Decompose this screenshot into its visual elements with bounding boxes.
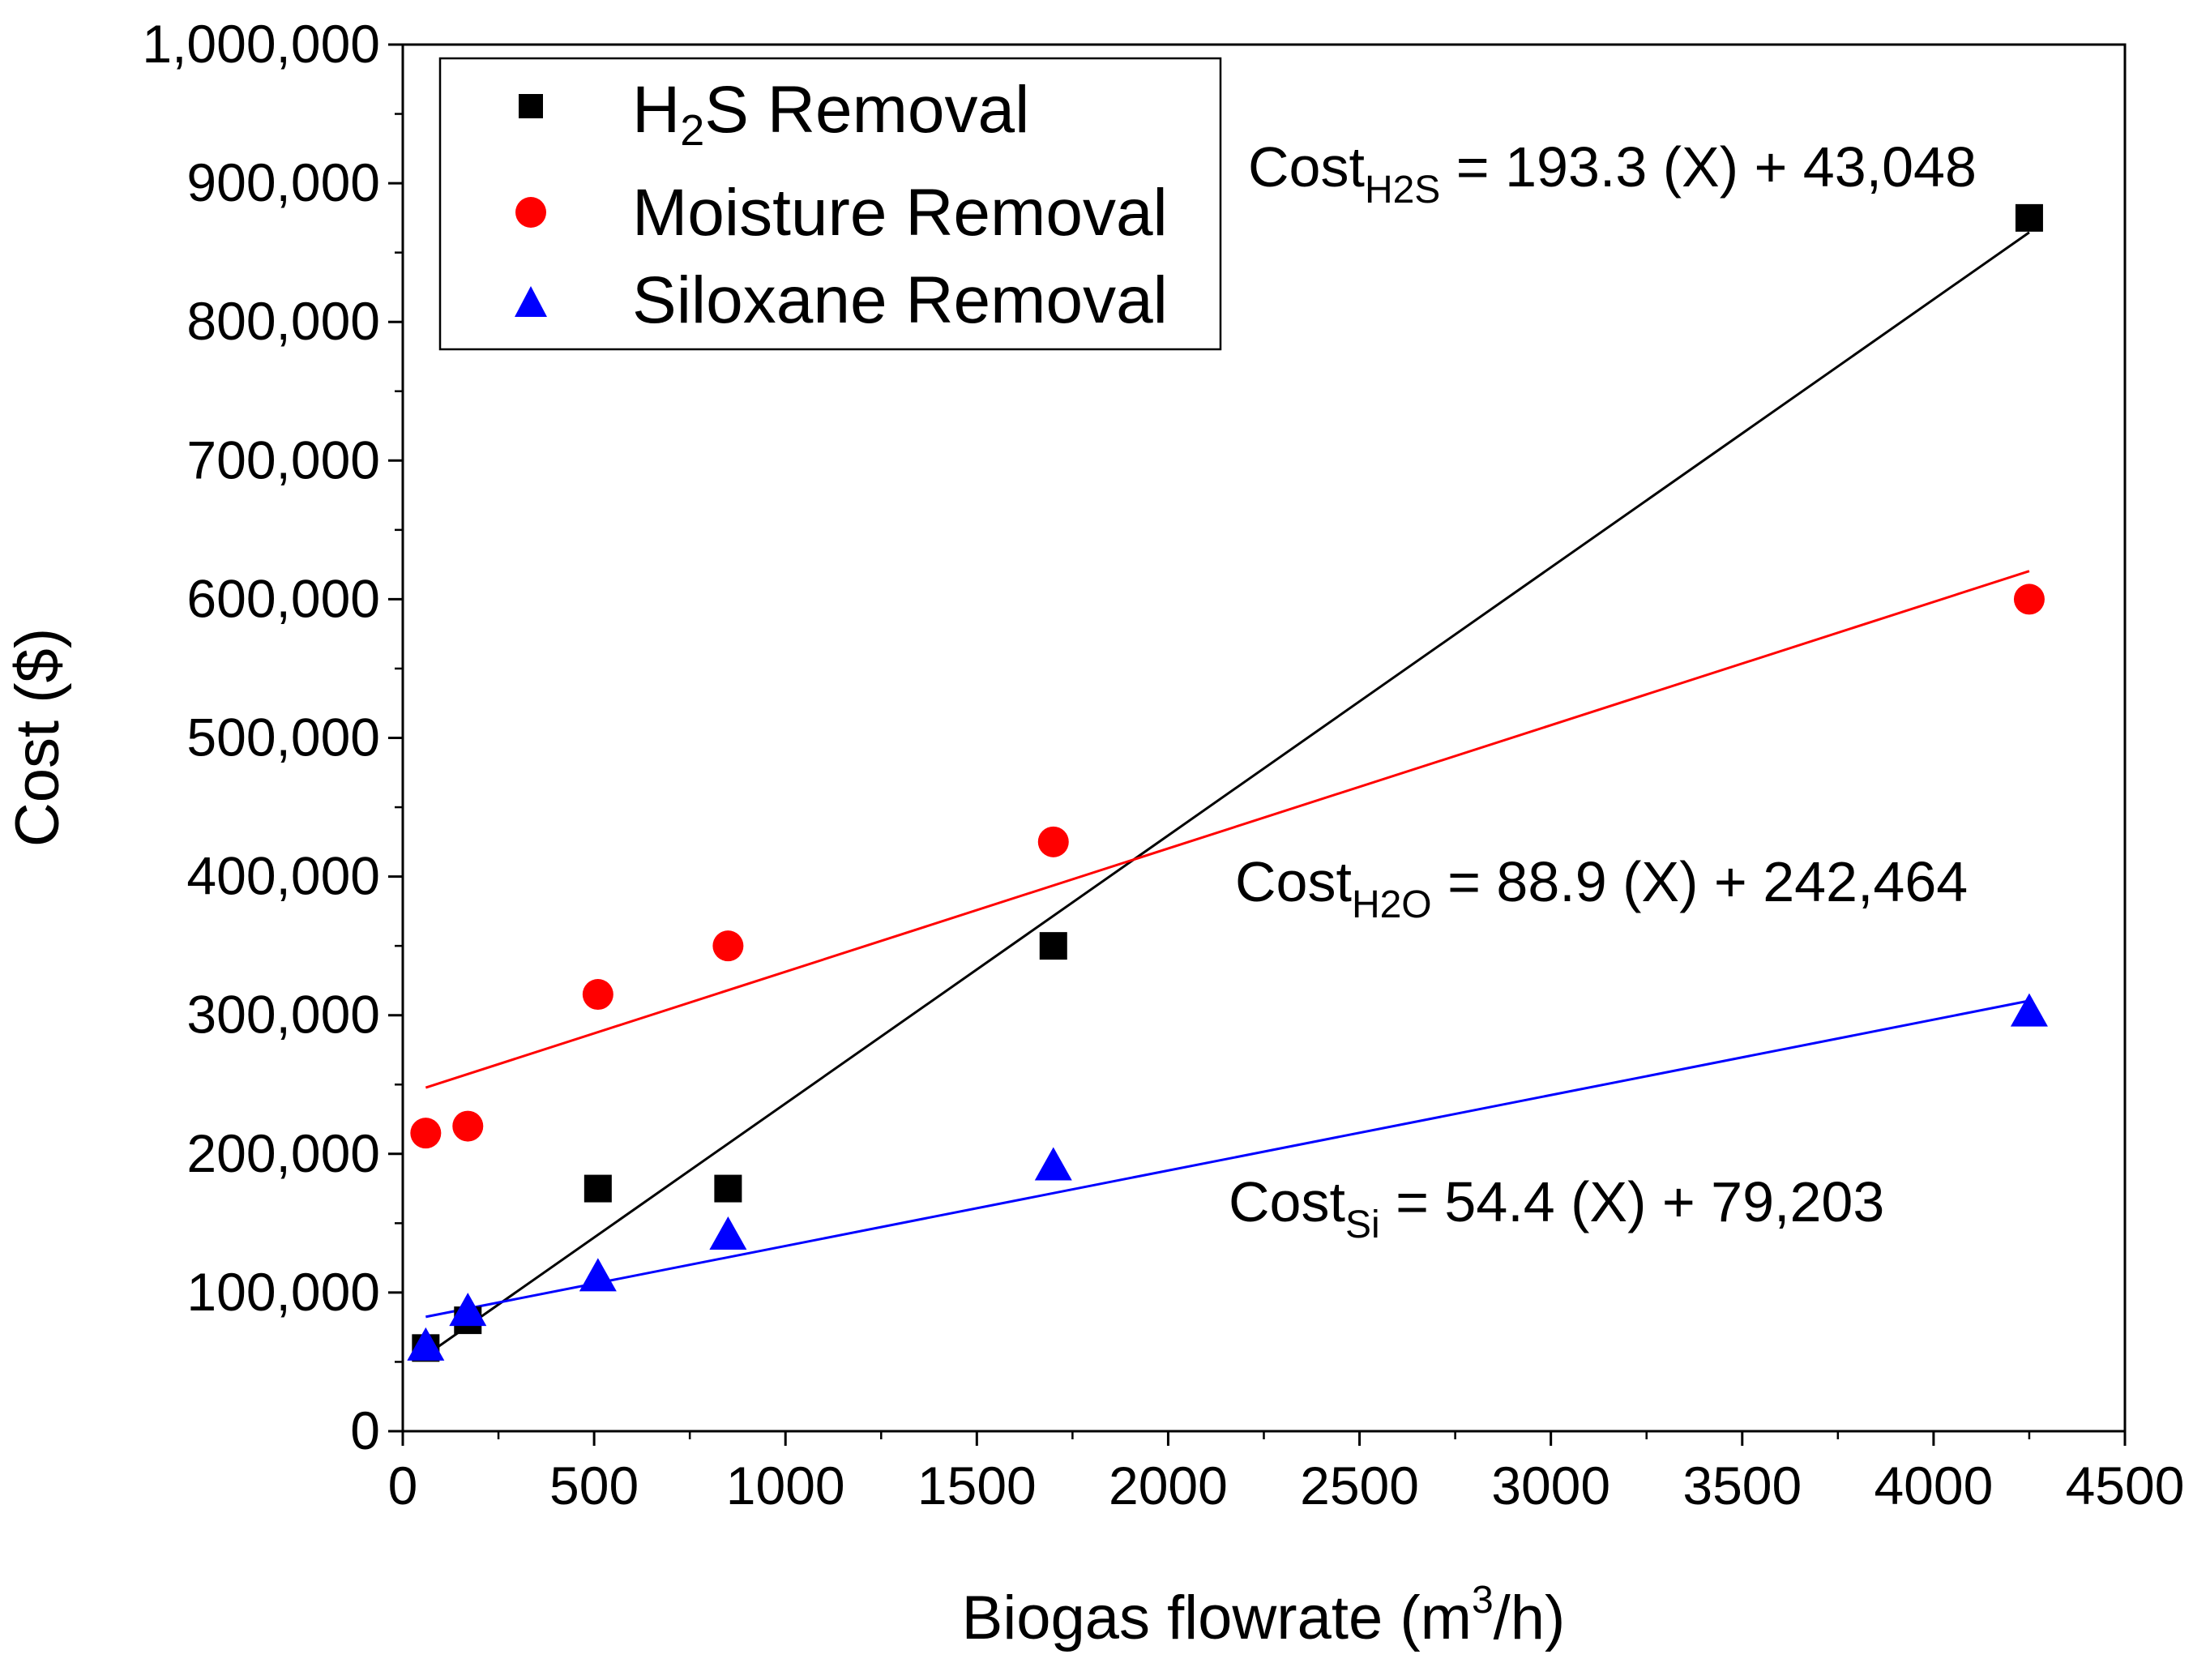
point-moisture-1 xyxy=(452,1110,484,1142)
x-axis-title-main: Biogas flowrate (m xyxy=(962,1584,1472,1652)
equation-h2s-subscript: H2S xyxy=(1365,169,1440,212)
equation-h2s: CostH2S = 193.3 (X) + 43,048 xyxy=(1248,135,1977,212)
point-moisture-3 xyxy=(712,930,744,962)
y-tick-label-6: 600,000 xyxy=(186,568,380,628)
x-axis: 0 500 1000 1500 2000 2500 3000 3500 4000 4500 xyxy=(388,1431,2185,1515)
point-siloxane-0 xyxy=(407,1327,445,1361)
x-tick-label-9: 4500 xyxy=(2066,1456,2185,1515)
legend-marker-siloxane-removal xyxy=(515,286,547,317)
equation-h2s-suffix: = 193.3 (X) + 43,048 xyxy=(1440,135,1977,199)
legend: H2S Removal Moisture Removal Siloxane Re… xyxy=(438,57,1222,351)
legend-box xyxy=(438,57,1222,351)
y-tick-label-8: 800,000 xyxy=(186,291,380,351)
point-siloxane-2 xyxy=(579,1258,617,1292)
legend-marker-h2s-removal xyxy=(519,94,543,118)
point-moisture-5 xyxy=(2013,584,2045,615)
point-siloxane-1 xyxy=(449,1293,487,1327)
legend-label-h2s-main: H xyxy=(632,73,680,147)
x-tick-label-2: 1000 xyxy=(726,1456,845,1515)
y-axis-title: Cost ($) xyxy=(3,628,72,847)
equation-siloxane-subscript: Si xyxy=(1345,1203,1380,1246)
x-tick-label-3: 1500 xyxy=(917,1456,1037,1515)
fit-line-h2s xyxy=(425,231,2030,1357)
point-siloxane-3 xyxy=(709,1216,747,1250)
x-axis-title: Biogas flowrate (m3/h) xyxy=(962,1579,1566,1652)
x-tick-label-7: 3500 xyxy=(1682,1456,1802,1515)
y-axis: 0 100,000 200,000 300,000 400,000 500,000 600,… xyxy=(142,14,403,1460)
legend-label-h2s-removal: H2S Removal xyxy=(632,73,1029,155)
y-tick-label-9: 900,000 xyxy=(186,152,380,212)
equation-h2o-suffix: = 88.9 (X) + 242,464 xyxy=(1432,850,1969,913)
x-tick-label-5: 2500 xyxy=(1300,1456,1419,1515)
y-tick-label-7: 700,000 xyxy=(186,430,380,489)
x-tick-label-8: 4000 xyxy=(1874,1456,1993,1515)
legend-label-h2s-subscript: 2 xyxy=(680,106,704,155)
x-tick-label-0: 0 xyxy=(388,1456,418,1515)
fit-line-moisture xyxy=(425,570,2030,1089)
point-moisture-0 xyxy=(410,1118,442,1149)
equation-h2o-prefix: Cost xyxy=(1235,850,1352,913)
point-h2s-3 xyxy=(714,1174,742,1203)
x-axis-title-suffix: /h) xyxy=(1494,1584,1566,1652)
x-axis-title-superscript: 3 xyxy=(1472,1579,1494,1622)
equation-siloxane-suffix: = 54.4 (X) + 79,203 xyxy=(1380,1170,1885,1233)
y-tick-label-2: 200,000 xyxy=(186,1123,380,1183)
equation-h2s-prefix: Cost xyxy=(1248,135,1365,199)
y-tick-label-5: 500,000 xyxy=(186,707,380,767)
y-tick-label-1: 100,000 xyxy=(186,1262,380,1322)
point-moisture-2 xyxy=(582,979,613,1011)
point-moisture-4 xyxy=(1037,826,1069,857)
y-tick-label-0: 0 xyxy=(350,1400,380,1460)
point-h2s-5 xyxy=(2015,203,2043,232)
fit-lines xyxy=(425,231,2030,1357)
x-tick-label-1: 500 xyxy=(549,1456,639,1515)
fit-line-siloxane xyxy=(425,999,2030,1319)
legend-marker-moisture-removal xyxy=(515,197,546,228)
point-siloxane-5 xyxy=(2010,993,2048,1027)
y-tick-label-10: 1,000,000 xyxy=(142,14,380,74)
equation-siloxane: CostSi = 54.4 (X) + 79,203 xyxy=(1229,1170,1884,1246)
legend-label-moisture-removal: Moisture Removal xyxy=(632,176,1168,250)
x-tick-label-4: 2000 xyxy=(1109,1456,1228,1515)
equation-siloxane-prefix: Cost xyxy=(1229,1170,1345,1233)
point-siloxane-4 xyxy=(1034,1147,1072,1181)
data-markers xyxy=(407,203,2048,1362)
legend-label-h2s-rest: S Removal xyxy=(704,73,1029,147)
equation-h2o: CostH2O = 88.9 (X) + 242,464 xyxy=(1235,850,1968,926)
point-h2s-4 xyxy=(1039,932,1067,960)
x-tick-label-6: 3000 xyxy=(1491,1456,1610,1515)
y-tick-label-4: 400,000 xyxy=(186,846,380,906)
legend-label-siloxane-removal: Siloxane Removal xyxy=(632,263,1168,337)
y-tick-label-3: 300,000 xyxy=(186,985,380,1045)
point-h2s-2 xyxy=(584,1174,612,1203)
equation-h2o-subscript: H2O xyxy=(1352,883,1432,926)
